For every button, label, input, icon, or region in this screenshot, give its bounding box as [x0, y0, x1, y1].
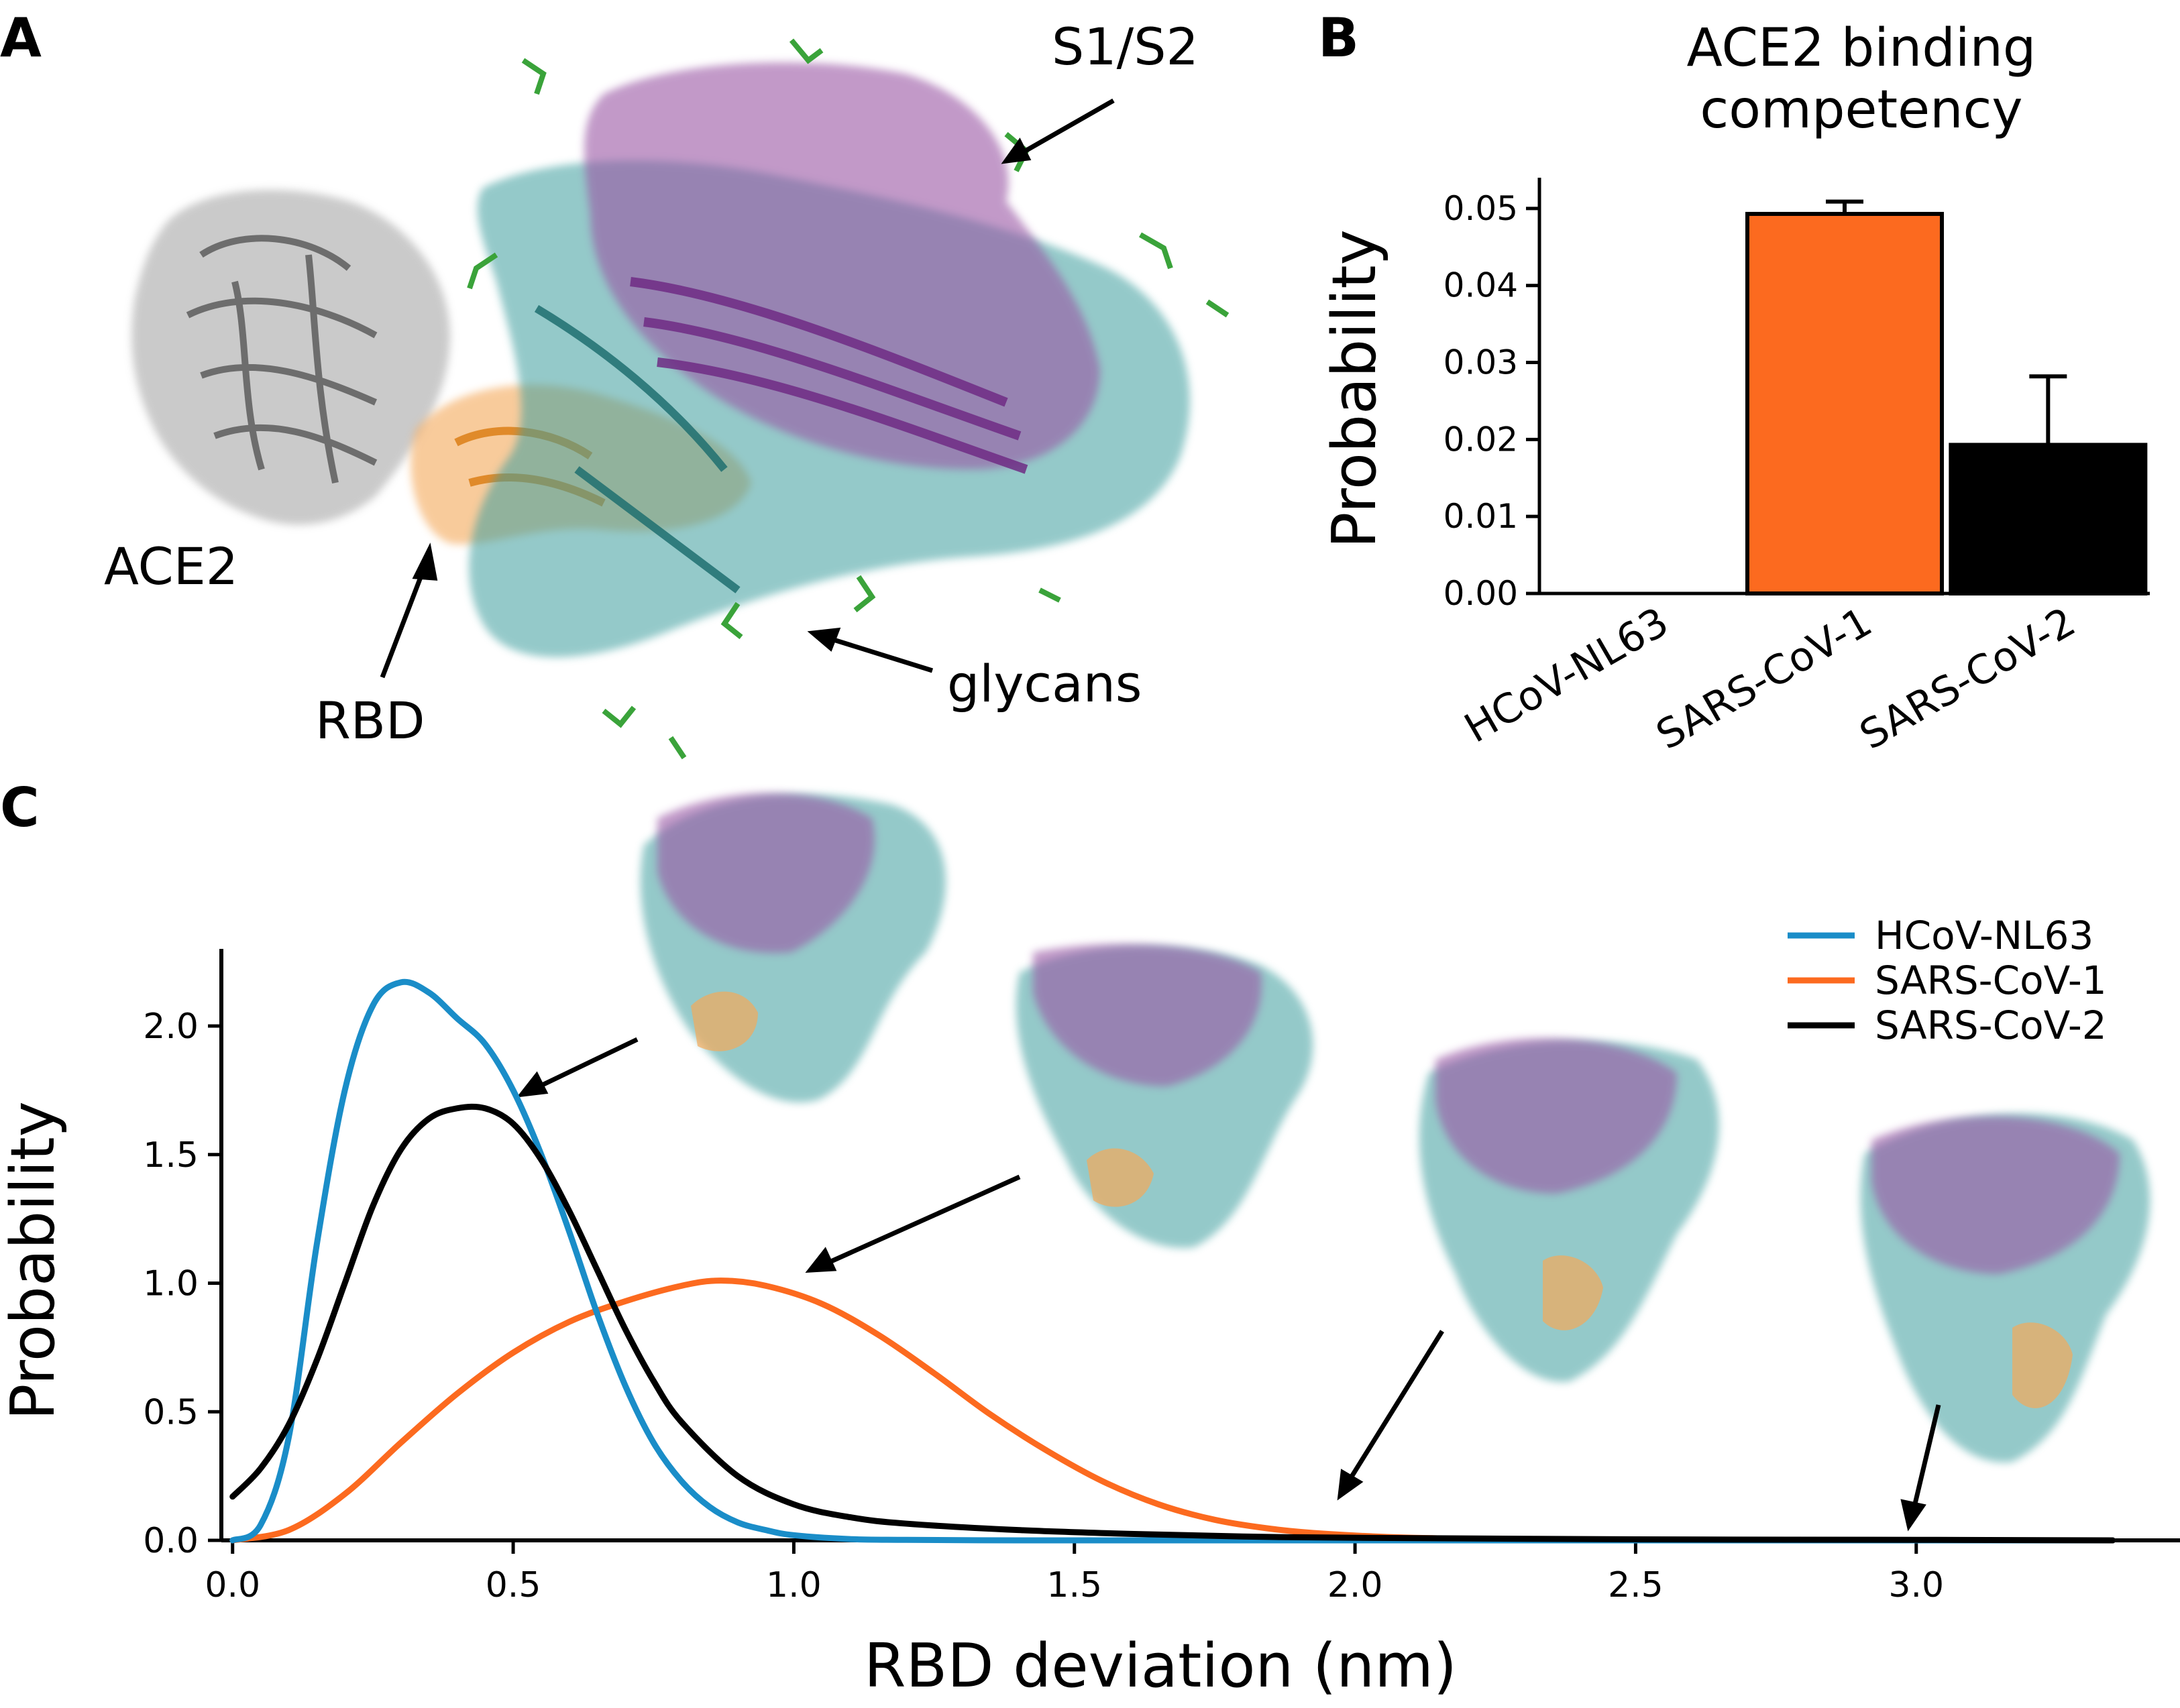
chart-c-y-tick-label: 1.0 — [143, 1264, 199, 1304]
panel-letter-c: C — [0, 777, 40, 839]
chart-c-y-tick-label: 0.5 — [143, 1392, 199, 1432]
chart-b-bar — [1949, 443, 2148, 595]
chart-c-y-tick-label: 2.0 — [143, 1007, 199, 1047]
chart-b-title-line: ACE2 binding — [1687, 18, 2036, 78]
panel-c-insets — [640, 793, 2150, 1463]
panel-letter-a: A — [0, 7, 42, 69]
ace2-label: ACE2 — [104, 536, 239, 596]
rbd-label: RBD — [315, 691, 425, 750]
glycans-label: glycans — [947, 654, 1142, 714]
chart-c-x-tick-label: 2.0 — [1327, 1565, 1383, 1605]
panel-letter-b: B — [1318, 7, 1359, 69]
chart-b-title-line: competency — [1700, 80, 2022, 140]
chart-c-x-tick-label: 1.0 — [766, 1565, 822, 1605]
legend-label: SARS-CoV-1 — [1875, 958, 2107, 1003]
chart-b-y-tick-label: 0.05 — [1443, 189, 1518, 228]
chart-c-y-tick-label: 0.0 — [143, 1521, 199, 1561]
chart-c-y-label: Probability — [0, 1101, 68, 1420]
s1s2-label: S1/S2 — [1052, 17, 1199, 76]
panel-a-arrows — [380, 98, 1115, 679]
chart-b-y-tick-label: 0.00 — [1443, 574, 1518, 613]
chart-b-y-tick-label: 0.03 — [1443, 343, 1518, 382]
chart-c-x-tick-label: 0.5 — [486, 1565, 541, 1605]
panel-c-arrows — [516, 1037, 1941, 1532]
legend-label: SARS-CoV-2 — [1875, 1003, 2107, 1048]
chart-c-x-label: RBD deviation (nm) — [864, 1631, 1457, 1701]
chart-b-y-tick-label: 0.02 — [1443, 420, 1518, 459]
series-line-hcov-nl63 — [229, 978, 2116, 1544]
ace2-structure — [131, 190, 450, 525]
chart-c-x-tick-label: 3.0 — [1888, 1565, 1944, 1605]
chart-c-x-tick-label: 1.5 — [1046, 1565, 1102, 1605]
chart-b-y-tick-label: 0.01 — [1443, 497, 1518, 536]
legend-label: HCoV-NL63 — [1875, 913, 2093, 958]
series-line-sars-cov-1 — [229, 1277, 2116, 1544]
chart-b-y-tick-label: 0.04 — [1443, 266, 1518, 305]
chart-c-x-tick-label: 2.5 — [1608, 1565, 1664, 1605]
chart-c-y-tick-label: 1.5 — [143, 1135, 199, 1176]
chart-c-x-tick-label: 0.0 — [205, 1565, 260, 1605]
series-line-sars-cov-2 — [229, 1103, 2116, 1544]
chart-b-y-label: Probability — [1319, 229, 1390, 549]
spike-structure — [469, 62, 1190, 657]
chart-b-bars — [1745, 199, 2148, 595]
chart-c-lines — [229, 978, 2116, 1544]
